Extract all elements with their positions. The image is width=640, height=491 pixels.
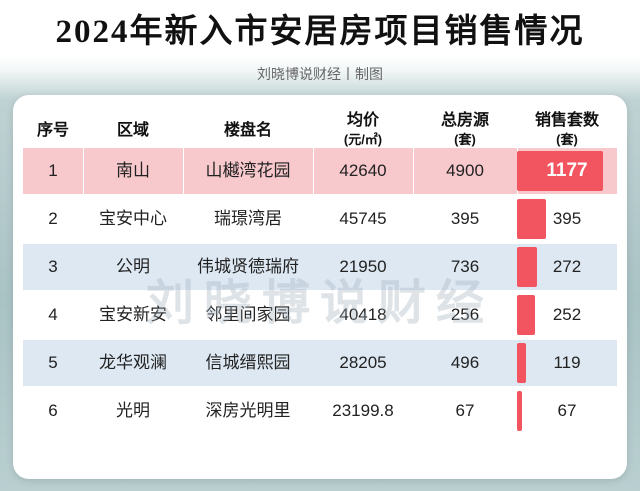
sold-bar [517,391,522,431]
table-row: 1 南山 山樾湾花园 42640 4900 1177 [23,148,617,194]
header-avg-price-unit: (元/㎡) [343,132,383,147]
cell-district: 龙华观澜 [99,353,167,372]
cell-district: 宝安新安 [99,305,167,324]
cell-sold: 1177 [546,160,588,181]
sold-bar [517,343,526,383]
cell-sold: 272 [552,257,582,276]
sales-table: 序号 区域 楼盘名 均价 (元/㎡) 总房源 (套) 销售套数 (套) 1 南山 山… [13,95,627,479]
cell-district: 南山 [116,161,150,180]
sold-bar [517,247,537,287]
cell-avg-price: 40418 [339,305,387,324]
header-total-unit: (套) [454,132,476,147]
cell-sold: 252 [552,305,582,324]
cell-avg-price: 42640 [339,161,387,180]
column-divider [313,148,314,194]
header-avg-price: 均价 (元/㎡) [313,111,413,149]
header-sold: 销售套数 (套) [517,111,617,149]
column-divider [413,148,414,194]
sold-bar [517,151,603,191]
cell-district: 光明 [116,401,150,420]
cell-project: 深房光明里 [205,401,291,420]
table-row: 5 龙华观澜 信城缙熙园 28205 496 119 [23,340,617,386]
header-total-label: 总房源 [440,112,489,129]
table-header: 序号 区域 楼盘名 均价 (元/㎡) 总房源 (套) 销售套数 (套) [13,95,627,163]
cell-avg-price: 28205 [339,353,387,372]
table-row: 2 宝安中心 瑞璟湾居 45745 395 395 [23,196,617,242]
cell-sold: 395 [552,209,582,228]
cell-index: 2 [48,209,58,228]
header-total: 总房源 (套) [413,111,517,149]
sold-bar [517,199,546,239]
cell-index: 5 [48,353,58,372]
cell-district: 宝安中心 [99,209,167,228]
cell-index: 3 [48,257,58,276]
table-row: 3 公明 伟城贤德瑞府 21950 736 272 [23,244,617,290]
page-subtitle: 刘晓博说财经丨制图 [257,66,383,82]
cell-district: 公明 [116,257,150,276]
cell-total: 4900 [446,161,484,180]
cell-total: 496 [450,353,480,372]
cell-project: 邻里间家园 [205,305,291,324]
header-sold-label: 销售套数 [534,112,599,129]
cell-project: 山樾湾花园 [205,161,291,180]
page-title: 2024年新入市安居房项目销售情况 [55,14,585,50]
header-avg-price-label: 均价 [346,112,379,129]
cell-total: 256 [450,305,480,324]
cell-index: 6 [48,401,58,420]
column-divider [183,148,184,194]
column-divider [83,148,84,194]
cell-project: 瑞璟湾居 [214,209,282,228]
cell-total: 736 [450,257,480,276]
header-project: 楼盘名 [223,122,272,139]
cell-index: 4 [48,305,58,324]
table-row: 6 光明 深房光明里 23199.8 67 67 [23,388,617,434]
cell-total: 395 [450,209,480,228]
cell-project: 信城缙熙园 [205,353,291,372]
sold-bar [517,295,535,335]
header-district: 区域 [116,122,149,139]
cell-index: 1 [48,161,58,180]
cell-sold: 67 [557,401,577,420]
cell-avg-price: 23199.8 [332,401,394,420]
cell-sold: 119 [553,353,581,372]
cell-total: 67 [455,401,475,420]
cell-avg-price: 45745 [339,209,387,228]
header-sold-unit: (套) [556,132,578,147]
cell-project: 伟城贤德瑞府 [197,257,299,276]
header-index: 序号 [36,122,69,139]
cell-avg-price: 21950 [339,257,387,276]
table-row: 4 宝安新安 邻里间家园 40418 256 252 [23,292,617,338]
